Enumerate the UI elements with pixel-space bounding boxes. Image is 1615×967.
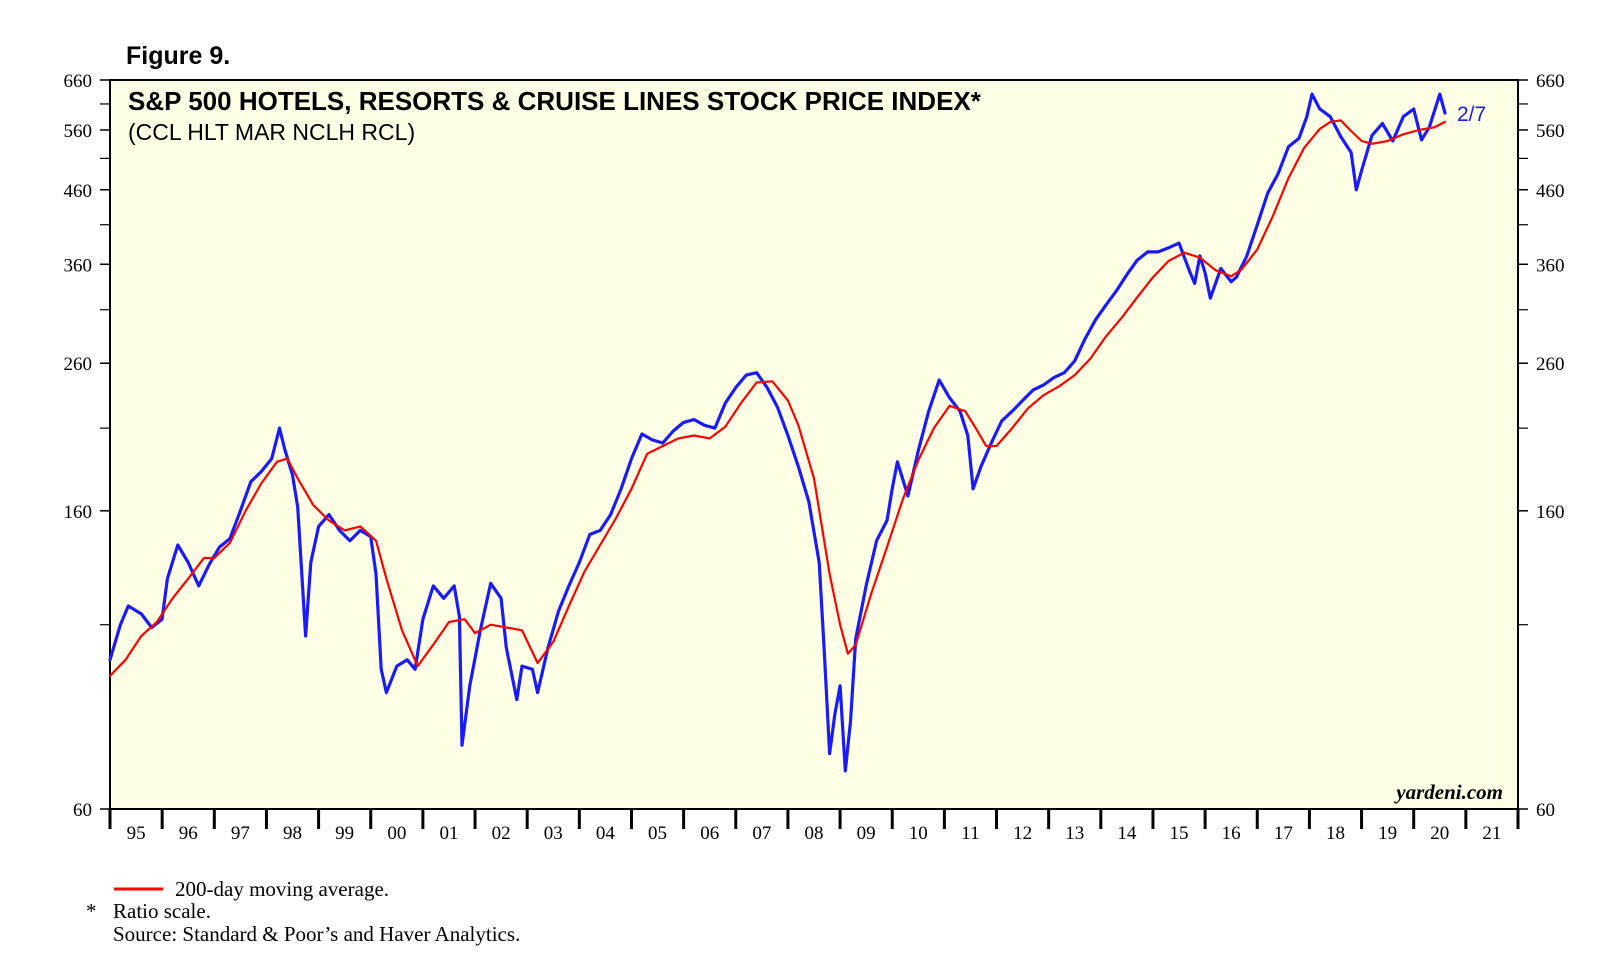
x-tick-label: 98 xyxy=(283,823,302,844)
figure-label: Figure 9. xyxy=(126,42,230,70)
y-tick-label-left: 160 xyxy=(64,502,93,523)
y-tick-label-right: 360 xyxy=(1536,255,1565,276)
x-tick-label: 04 xyxy=(596,823,616,844)
chart-title: S&P 500 HOTELS, RESORTS & CRUISE LINES S… xyxy=(128,86,982,116)
x-tick-label: 99 xyxy=(335,823,354,844)
y-tick-label-right: 60 xyxy=(1536,800,1555,821)
y-tick-label-right: 660 xyxy=(1536,71,1565,92)
y-tick-label-left: 260 xyxy=(64,354,93,375)
x-tick-label: 12 xyxy=(1013,823,1032,844)
x-tick-label: 11 xyxy=(961,823,979,844)
legend-label-ma: 200-day moving average. xyxy=(175,877,389,901)
x-tick-label: 17 xyxy=(1274,823,1293,844)
x-tick-label: 96 xyxy=(179,823,198,844)
x-tick-label: 03 xyxy=(544,823,563,844)
x-tick-label: 10 xyxy=(909,823,928,844)
end-date-label: 2/7 xyxy=(1457,103,1486,126)
x-tick-label: 00 xyxy=(387,823,406,844)
plot-area xyxy=(109,79,1519,810)
x-tick-label: 19 xyxy=(1378,823,1397,844)
x-tick-label: 15 xyxy=(1170,823,1189,844)
x-tick-label: 07 xyxy=(752,823,771,844)
y-tick-label-left: 560 xyxy=(64,121,93,142)
y-tick-label-right: 560 xyxy=(1536,121,1565,142)
axes-layer: 60 60 160 160 260 260 360 360 460 460 560 560 660 660… xyxy=(64,71,1565,844)
y-tick-label-right: 260 xyxy=(1536,354,1565,375)
moving-average-line xyxy=(108,119,1447,677)
y-tick-label-left: 360 xyxy=(64,255,93,276)
series-layer xyxy=(108,92,1447,773)
note-source: Source: Standard & Poor’s and Haver Anal… xyxy=(113,922,520,946)
y-tick-label-right: 160 xyxy=(1536,502,1565,523)
x-tick-label: 14 xyxy=(1117,823,1137,844)
x-tick-label: 05 xyxy=(648,823,667,844)
x-tick-label: 09 xyxy=(857,823,876,844)
yardeni-watermark: yardeni.com xyxy=(1393,780,1503,804)
x-tick-label: 01 xyxy=(439,823,458,844)
x-tick-label: 08 xyxy=(805,823,824,844)
y-tick-label-left: 660 xyxy=(64,71,93,92)
x-tick-label: 02 xyxy=(492,823,511,844)
x-tick-label: 06 xyxy=(700,823,719,844)
x-tick-label: 97 xyxy=(231,823,250,844)
x-tick-label: 21 xyxy=(1482,823,1501,844)
x-tick-label: 95 xyxy=(127,823,146,844)
x-tick-label: 20 xyxy=(1430,823,1449,844)
y-tick-label-left: 60 xyxy=(73,800,92,821)
y-tick-label-left: 460 xyxy=(64,181,93,202)
x-tick-label: 16 xyxy=(1222,823,1241,844)
x-tick-label: 18 xyxy=(1326,823,1345,844)
y-tick-label-right: 460 xyxy=(1536,181,1565,202)
x-tick-label: 13 xyxy=(1065,823,1084,844)
note-marker: * xyxy=(86,899,97,923)
chart-subtitle: (CCL HLT MAR NCLH RCL) xyxy=(128,119,415,145)
note-ratio-scale: Ratio scale. xyxy=(113,899,211,923)
